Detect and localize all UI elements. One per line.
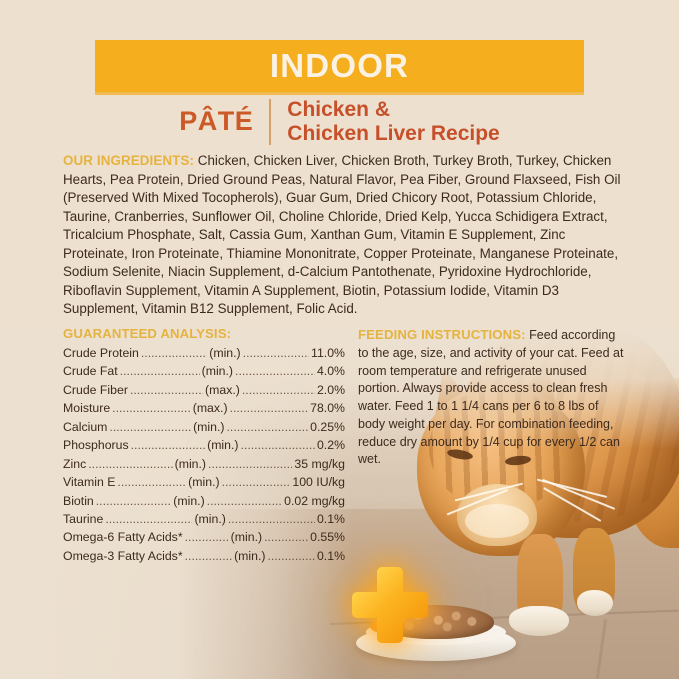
plus-cross-icon (352, 567, 428, 643)
guaranteed-analysis-row: Calcium.................................… (63, 418, 345, 436)
nutrient-value: 78.0% (310, 401, 345, 416)
nutrient-name: Biotin (63, 493, 94, 508)
cross-vertical-bar (377, 567, 403, 643)
dot-leader: ........................................… (184, 548, 232, 563)
feeding-instructions-heading: FEEDING INSTRUCTIONS: (358, 327, 526, 342)
recipe-divider (269, 98, 272, 145)
dot-leader: ........................................… (240, 438, 315, 453)
recipe-row: PÂTÉ Chicken & Chicken Liver Recipe (95, 98, 584, 146)
dot-leader: ........................................… (130, 438, 206, 453)
nutrient-qualifier: (min.) (207, 438, 239, 453)
nutrient-qualifier: (min.) (209, 346, 241, 360)
nutrient-name: Omega-3 Fatty Acids* (63, 548, 183, 563)
nutrient-value: 2.0% (316, 382, 345, 397)
nutrient-qualifier: (min.) (234, 548, 266, 563)
dot-leader: ........................................… (105, 511, 193, 526)
dot-leader: ........................................… (241, 382, 315, 397)
nutrient-name: Vitamin E (63, 475, 116, 490)
nutrient-qualifier: (max.) (205, 382, 240, 397)
dot-leader: ........................................… (264, 530, 309, 545)
dot-leader: ........................................… (229, 401, 309, 416)
nutrient-qualifier: (min.) (201, 364, 234, 379)
dot-leader: ........................................… (226, 419, 309, 434)
guaranteed-analysis-row: Zinc....................................… (63, 455, 345, 473)
nutrient-value: 4.0% (316, 364, 345, 379)
guaranteed-analysis-table: Crude Protein...........................… (63, 344, 345, 565)
nutrient-qualifier: (min.) (173, 493, 205, 508)
nutrient-name: Crude Fat (63, 364, 118, 379)
ingredients-heading: OUR INGREDIENTS: (63, 153, 195, 168)
dot-leader: ........................................… (112, 401, 191, 416)
dot-leader: ........................................… (184, 530, 229, 545)
indoor-header-bar: INDOOR (95, 40, 584, 95)
nutrient-value: 0.25% (310, 419, 345, 434)
dot-leader: ........................................… (242, 346, 309, 360)
nutrient-name: Crude Fiber (63, 382, 128, 397)
dot-leader: ........................................… (206, 493, 282, 508)
dot-leader: ........................................… (235, 364, 315, 379)
cat-whisker-pad (465, 504, 529, 538)
cat-paw-near (509, 606, 569, 636)
nutrient-name: Crude Protein (63, 346, 139, 360)
guaranteed-analysis-heading: GUARANTEED ANALYSIS: (63, 326, 232, 341)
nutrient-name: Moisture (63, 401, 111, 416)
nutrient-value: 100 IU/kg (292, 475, 345, 490)
dot-leader: ........................................… (109, 419, 192, 434)
nutrient-value: 35 mg/kg (294, 456, 345, 471)
nutrient-name: Zinc (63, 456, 87, 471)
dot-leader: ........................................… (227, 511, 315, 526)
nutrient-value: 0.2% (316, 438, 345, 453)
guaranteed-analysis-row: Moisture................................… (63, 399, 345, 417)
nutrient-value: 0.1% (316, 548, 345, 563)
pate-label: PÂTÉ (179, 106, 254, 137)
guaranteed-analysis-row: Crude Protein...........................… (63, 344, 345, 362)
nutrient-name: Taurine (63, 511, 104, 526)
dot-leader: ........................................… (267, 548, 315, 563)
guaranteed-analysis-row: Taurine.................................… (63, 510, 345, 528)
guaranteed-analysis-section: GUARANTEED ANALYSIS: Crude Protein......… (63, 326, 345, 565)
page-title: INDOOR (269, 47, 410, 84)
feeding-instructions-text: Feed according to the age, size, and act… (358, 328, 624, 467)
ingredients-section: OUR INGREDIENTS: Chicken, Chicken Liver,… (63, 152, 623, 319)
nutrient-qualifier: (max.) (192, 401, 228, 416)
nutrient-qualifier: (min.) (230, 530, 263, 545)
guaranteed-analysis-row: Omega-6 Fatty Acids*....................… (63, 528, 345, 546)
guaranteed-analysis-row: Biotin..................................… (63, 492, 345, 510)
guaranteed-analysis-row: Crude Fat...............................… (63, 362, 345, 380)
nutrient-value: 11.0% (311, 346, 345, 360)
nutrient-qualifier: (min.) (194, 511, 226, 526)
recipe-name-line1: Chicken & (287, 98, 390, 121)
dot-leader: ........................................… (119, 364, 200, 379)
nutrient-qualifier: (min.) (174, 456, 207, 471)
dot-leader: ........................................… (88, 456, 173, 471)
recipe-name: Chicken & Chicken Liver Recipe (287, 98, 499, 146)
dot-leader: ........................................… (95, 493, 171, 508)
nutrient-qualifier: (min.) (188, 475, 220, 490)
dot-leader: ........................................… (221, 475, 291, 490)
dot-leader: ........................................… (140, 346, 207, 360)
guaranteed-analysis-row: Vitamin E...............................… (63, 473, 345, 491)
nutrient-name: Calcium (63, 419, 108, 434)
dot-leader: ........................................… (208, 456, 293, 471)
dot-leader: ........................................… (117, 475, 186, 490)
cat-paw-far (577, 590, 613, 616)
nutrient-value: 0.55% (310, 530, 345, 545)
nutrient-value: 0.02 mg/kg (284, 493, 345, 508)
guaranteed-analysis-row: Phosphorus..............................… (63, 436, 345, 454)
nutrient-value: 0.1% (316, 511, 345, 526)
dot-leader: ........................................… (129, 382, 203, 397)
guaranteed-analysis-row: Omega-3 Fatty Acids*....................… (63, 547, 345, 565)
guaranteed-analysis-row: Crude Fiber.............................… (63, 381, 345, 399)
nutrient-qualifier: (min.) (193, 419, 225, 434)
ingredients-text: Chicken, Chicken Liver, Chicken Broth, T… (63, 153, 621, 316)
recipe-name-line2: Chicken Liver Recipe (287, 121, 500, 145)
nutrient-name: Omega-6 Fatty Acids* (63, 530, 183, 545)
nutrient-name: Phosphorus (63, 438, 129, 453)
feeding-instructions-section: FEEDING INSTRUCTIONS: Feed according to … (358, 326, 626, 469)
